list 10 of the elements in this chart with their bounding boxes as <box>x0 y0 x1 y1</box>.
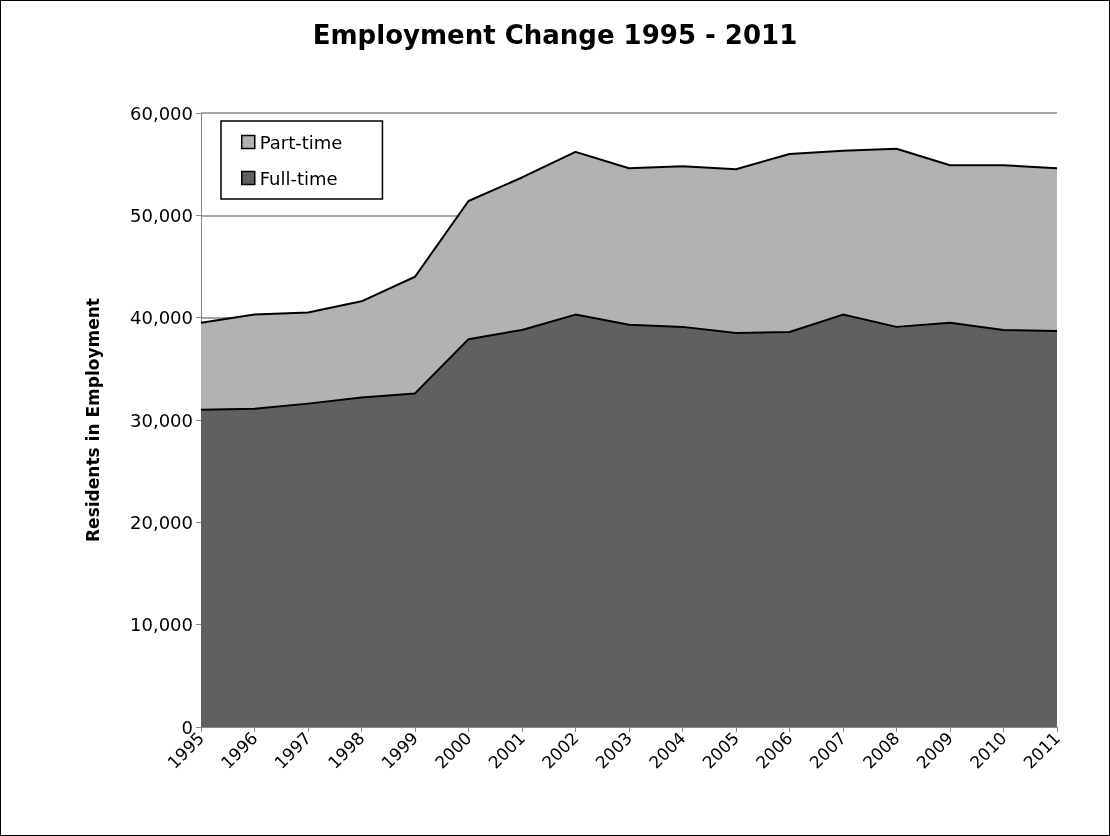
y-axis-title: Residents in Employment <box>82 298 103 542</box>
y-tick-label: 10,000 <box>130 614 193 636</box>
legend-label: Full-time <box>259 167 338 189</box>
chart-title: Employment Change 1995 - 2011 <box>312 20 798 50</box>
y-tick-label: 30,000 <box>130 409 193 431</box>
y-tick-label: 40,000 <box>130 307 193 329</box>
y-tick-label: 50,000 <box>130 204 193 226</box>
y-tick-label: 60,000 <box>130 102 193 124</box>
legend-label: Part-time <box>259 131 343 153</box>
y-tick-label: 20,000 <box>130 511 193 533</box>
